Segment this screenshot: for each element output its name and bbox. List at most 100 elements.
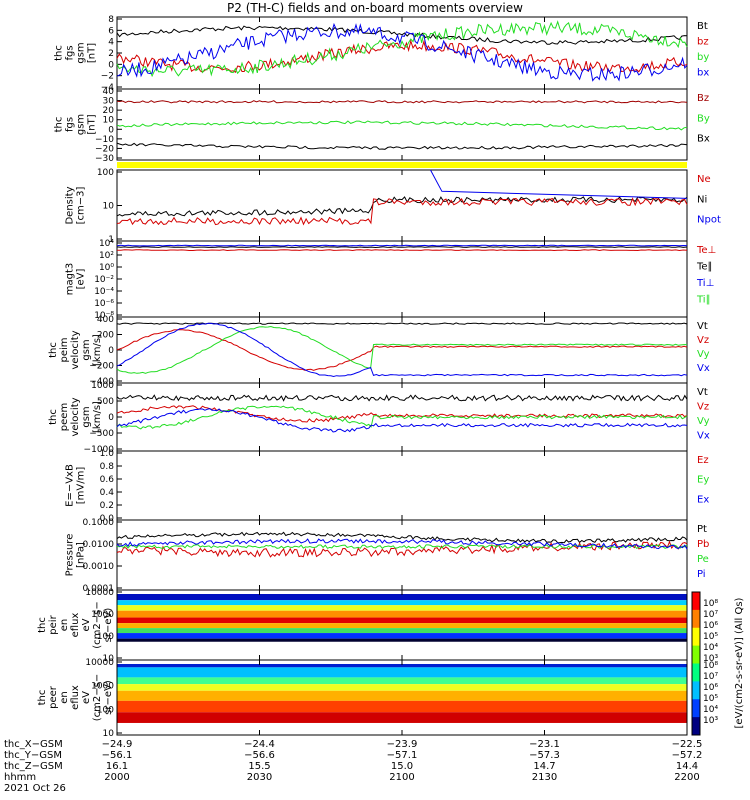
panel-ylabel: thc	[48, 409, 59, 425]
panel-peir-spectrogram: thc peir en eflux eV (cm2−s− sr−eV) 10000 1000 10…	[37, 588, 688, 664]
trace-Bt	[116, 25, 688, 45]
panel-ylabel: thc	[37, 690, 48, 706]
x-axis-value: −56.1	[102, 750, 133, 761]
panel-ylabel: Pressure	[65, 534, 76, 577]
y-tick-label: −30	[95, 154, 114, 164]
y-tick-label: −4	[101, 83, 115, 93]
panel-ylabel: peim	[59, 337, 70, 362]
y-tick-label: 10	[103, 729, 115, 739]
y-tick-label: 0.1000	[83, 518, 115, 528]
panel-ylabel: (cm2−s−	[92, 674, 103, 721]
y-tick-label: 10000	[85, 588, 114, 598]
trace-Bx	[116, 142, 688, 150]
panel-efield: E=−VxB [mV/m] 1.0 0.8 0.6 0.4 0.2 0.0 Ez Ey Ex	[65, 449, 710, 524]
panel-frame	[116, 169, 688, 242]
legend-Vx: Vx	[697, 431, 710, 442]
spectrogram-band	[117, 667, 687, 678]
colorbar-segment	[692, 717, 700, 736]
spectrogram-band	[117, 623, 687, 629]
y-tick-label: 100	[97, 705, 114, 715]
legend-by: by	[697, 52, 709, 63]
y-tick-label: 10⁻²	[94, 275, 114, 285]
panel-ylabel: peem	[59, 403, 70, 431]
x-axis-value: −23.1	[529, 739, 560, 750]
colorbar-segment	[692, 592, 700, 611]
plot-title: P2 (TH-C) fields and on-board moments ov…	[227, 1, 523, 15]
trace-Vx	[116, 322, 688, 378]
panel-ylabel: [km/s]	[92, 334, 103, 366]
colorbar-tick-label: 10⁴	[703, 643, 718, 653]
legend-Pb: Pb	[697, 539, 709, 550]
y-tick-label: −20	[95, 144, 114, 154]
legend-Vy: Vy	[697, 416, 710, 427]
y-tick-label: 0.6	[100, 475, 115, 485]
legend-Bz: Bz	[697, 93, 709, 104]
legend-Bx: Bx	[697, 134, 710, 145]
panel-frame	[116, 450, 688, 521]
colorbar-tick-label: 10⁷	[703, 672, 718, 682]
panel-peer-spectrogram: thc peer en eflux eV (cm2−s− sr−eV) 10000 1000 10…	[37, 658, 688, 739]
x-axis-value: −57.3	[529, 750, 560, 761]
spectrogram-band	[117, 600, 687, 606]
x-axis-value: 2030	[247, 772, 272, 783]
y-tick-label: 0	[108, 413, 114, 423]
y-tick-label: −1000	[84, 445, 115, 455]
x-axis-value: −56.6	[244, 750, 275, 761]
panel-frame	[116, 519, 688, 591]
panel-ylabel: gsm	[81, 406, 92, 427]
legend-Ne: Ne	[697, 174, 711, 185]
panel-ylabel: sr−eV)	[103, 680, 114, 715]
y-tick-label: 10	[103, 654, 115, 664]
trace-Pt	[116, 531, 688, 544]
y-tick-label: −10	[95, 135, 114, 145]
trace-Ni	[116, 196, 688, 217]
panel-ylabel: [nT]	[87, 43, 98, 63]
legend-Ex: Ex	[697, 494, 709, 505]
colorbar-segment	[692, 645, 700, 664]
trace-Tperp	[116, 249, 688, 252]
trace-Vy	[116, 325, 687, 374]
y-tick-label: 10⁻⁴	[94, 287, 114, 297]
y-tick-label: 0.0010	[83, 562, 115, 572]
y-tick-label: 4	[108, 38, 114, 48]
y-tick-label: 10⁻⁸	[94, 311, 114, 321]
spectrogram-band	[117, 712, 687, 723]
panel-frame	[116, 240, 688, 318]
x-axis-value: 14.4	[676, 761, 698, 772]
x-axis-value: 2000	[104, 772, 129, 783]
panel-ylabel: eV	[81, 691, 92, 704]
trace-Ne	[116, 197, 688, 226]
colorbar-frame	[691, 591, 701, 736]
panel-ylabel: thc	[37, 617, 48, 633]
x-axis-row-label: hhmm	[4, 772, 36, 783]
colorbar-tick-label: 10³	[703, 716, 718, 726]
colorbar-segment	[692, 609, 700, 629]
spectrogram-band	[117, 684, 687, 691]
y-tick-label: 10⁴	[99, 239, 114, 249]
y-tick-label: 1	[108, 235, 114, 245]
legend-Te⊥: Te⊥	[696, 245, 716, 256]
legend-Vz: Vz	[697, 402, 709, 413]
colorbar-segment	[692, 699, 700, 718]
spectrogram-band	[117, 633, 687, 639]
y-tick-label: 40	[103, 87, 115, 97]
y-tick-label: 10000	[85, 658, 114, 668]
x-axis-value: −23.9	[387, 739, 418, 750]
colorbar-tick-label: 10⁵	[703, 632, 718, 642]
x-axis-value: 15.5	[248, 761, 270, 772]
trace-Vz	[116, 329, 688, 371]
panel-ylabel: thc	[48, 342, 59, 358]
x-axis-value: 2130	[532, 772, 557, 783]
legend-Bt: Bt	[697, 21, 708, 32]
y-tick-label: 0	[108, 346, 114, 356]
x-axis-value: −57.2	[672, 750, 703, 761]
x-axis-row-label: thc_X−GSM	[4, 739, 63, 750]
y-tick-label: 8	[108, 15, 114, 25]
y-tick-label: 400	[97, 315, 114, 325]
y-tick-label: 0	[108, 125, 114, 135]
legend-Pi: Pi	[697, 569, 706, 580]
panel-ylabel: fgs	[65, 117, 76, 132]
y-tick-label: −200	[89, 362, 114, 372]
colorbar-segment	[692, 681, 700, 700]
